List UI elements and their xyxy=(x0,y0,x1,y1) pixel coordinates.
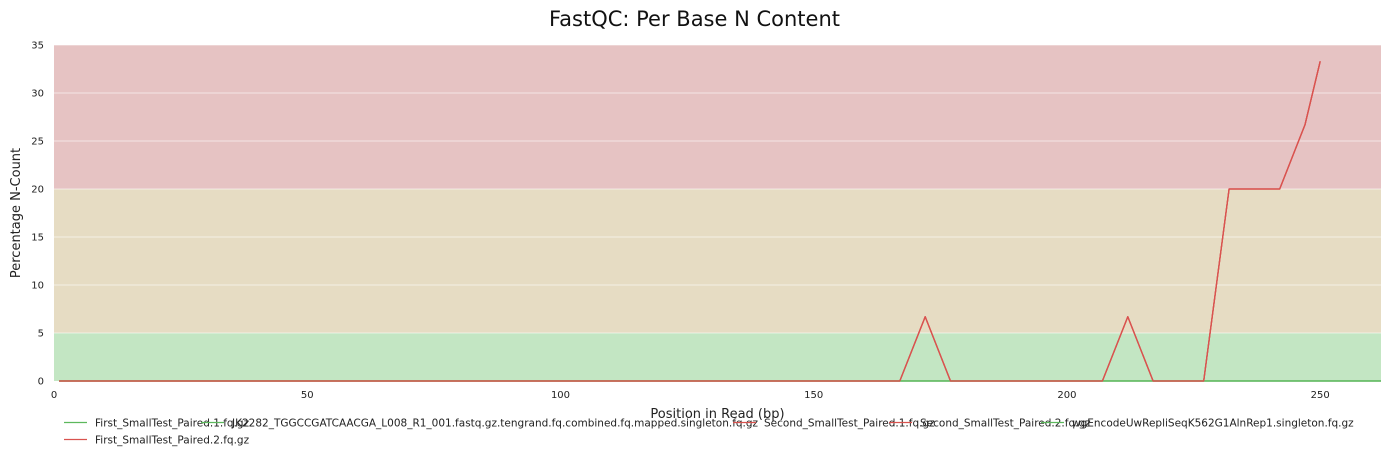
x-axis-label: Position in Read (bp) xyxy=(650,407,784,422)
x-tick-label: 0 xyxy=(51,390,57,401)
chart-title: FastQC: Per Base N Content xyxy=(549,7,840,31)
y-tick-label: 20 xyxy=(31,185,44,196)
x-tick-label: 50 xyxy=(301,390,314,401)
y-tick-label: 15 xyxy=(31,233,44,244)
y-tick-label: 10 xyxy=(31,281,44,292)
y-tick-label: 30 xyxy=(31,89,44,100)
x-tick-label: 100 xyxy=(551,390,570,401)
legend-label-3: Second_SmallTest_Paired.2.fq.gz xyxy=(920,418,1091,430)
legend: First_SmallTest_Paired.1.fq.gzJK2282_TGG… xyxy=(64,418,1354,447)
grid-lines xyxy=(54,44,1381,334)
legend-label-1: JK2282_TGGCCGATCAACGA_L008_R1_001.fastq.… xyxy=(231,418,759,430)
y-axis-label: Percentage N-Count xyxy=(9,148,24,278)
legend-label-4: wgEncodeUwRepliSeqK562G1AlnRep1.singleto… xyxy=(1072,418,1354,430)
threshold-bands xyxy=(54,45,1381,381)
x-tick-label: 150 xyxy=(804,390,823,401)
band-0 xyxy=(54,333,1381,381)
y-tick-label: 25 xyxy=(31,137,44,148)
series-lines xyxy=(59,61,1381,382)
x-tick-label: 250 xyxy=(1311,390,1330,401)
legend-label-5: First_SmallTest_Paired.2.fq.gz xyxy=(95,435,250,447)
y-tick-label: 5 xyxy=(38,329,44,340)
series-line-5 xyxy=(59,61,1321,382)
legend-label-0: First_SmallTest_Paired.1.fq.gz xyxy=(95,418,250,430)
y-tick-label: 0 xyxy=(38,377,44,388)
y-tick-labels: 0 5 10 15 20 25 30 35 xyxy=(31,41,44,388)
y-tick-label: 35 xyxy=(31,41,44,52)
x-tick-label: 200 xyxy=(1057,390,1076,401)
band-2 xyxy=(54,45,1381,189)
band-1 xyxy=(54,189,1381,333)
legend-label-2: Second_SmallTest_Paired.1.fq.gz xyxy=(764,418,935,430)
x-tick-labels: 0 50 100 150 200 250 xyxy=(51,390,1330,401)
